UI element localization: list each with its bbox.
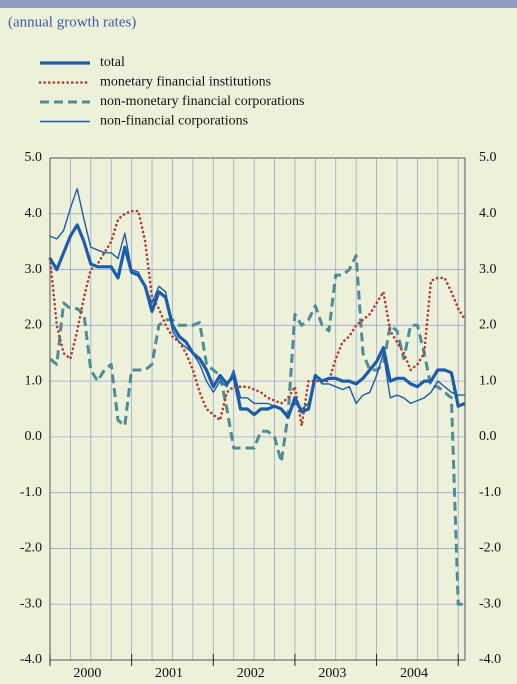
y-tick-label: 1.0 xyxy=(25,373,43,388)
x-tick-label: 2001 xyxy=(155,666,183,681)
x-tick-label: 2000 xyxy=(73,666,101,681)
x-tick-label: 2004 xyxy=(400,666,428,681)
x-tick-label: 2003 xyxy=(318,666,346,681)
legend-label: monetary financial institutions xyxy=(100,75,271,90)
y-tick-label: -1.0 xyxy=(20,485,42,500)
legend-label: total xyxy=(100,55,125,70)
plot-frame xyxy=(49,157,466,661)
header-bar xyxy=(0,0,517,8)
legend-label: non-financial corporations xyxy=(100,114,248,129)
y2-tick-label: 0.0 xyxy=(479,429,497,444)
y-tick-label: -2.0 xyxy=(20,541,42,556)
chart-subtitle: (annual growth rates) xyxy=(8,14,136,30)
y-tick-label: -3.0 xyxy=(20,596,42,611)
y2-tick-label: -1.0 xyxy=(479,485,501,500)
y2-tick-label: 3.0 xyxy=(479,262,497,277)
y-tick-label: -4.0 xyxy=(20,652,42,667)
y-tick-label: 5.0 xyxy=(25,150,43,165)
y-tick-label: 0.0 xyxy=(25,429,43,444)
legend-label: non-monetary financial corporations xyxy=(100,94,304,109)
y-tick-label: 3.0 xyxy=(25,262,43,277)
y2-tick-label: 5.0 xyxy=(479,150,497,165)
y2-tick-label: -4.0 xyxy=(479,652,501,667)
y2-tick-label: -3.0 xyxy=(479,596,501,611)
y2-tick-label: 1.0 xyxy=(479,373,497,388)
series-line xyxy=(49,254,465,606)
y-tick-label: 2.0 xyxy=(25,318,43,333)
y2-tick-label: 2.0 xyxy=(479,318,497,333)
y2-tick-label: 4.0 xyxy=(479,206,497,221)
series-line xyxy=(48,209,467,427)
y-tick-label: 4.0 xyxy=(25,206,43,221)
series-line xyxy=(48,223,466,419)
series-line xyxy=(49,188,465,416)
y2-tick-label: -2.0 xyxy=(479,541,501,556)
x-tick-label: 2002 xyxy=(237,666,265,681)
